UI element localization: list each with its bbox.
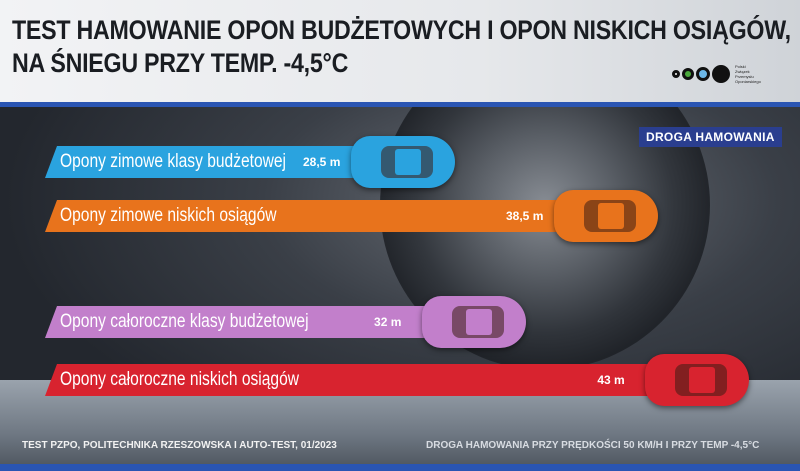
bar-label: Opony całoroczne klasy budżetowej [60,311,309,332]
car-icon [351,136,455,188]
value-label: 38,5 m [506,209,544,223]
logo-circle [672,70,680,78]
divider [0,102,800,107]
bar-label: Opony zimowe klasy budżetowej [60,151,287,172]
conditions-note: DROGA HAMOWANIA PRZY PRĘDKOŚCI 50 KM/H I… [426,440,760,451]
title-line-1: TEST HAMOWANIE OPON BUDŻETOWYCH I OPON N… [12,15,791,45]
chart-title: TEST HAMOWANIE OPON BUDŻETOWYCH I OPON N… [12,14,791,80]
legend-label: DROGA HAMOWANIA [639,127,782,147]
car-icon [645,354,750,406]
value-label: 28,5 m [303,155,341,169]
logo-text: Polski Związek Przemysłu Oponiarskiego [735,64,761,84]
pzpo-logo: Polski Związek Przemysłu Oponiarskiego [672,64,761,84]
bar [45,306,477,338]
car-icon [422,296,527,348]
logo-circle [696,67,710,81]
title-line-2: NA ŚNIEGU PRZY TEMP. -4,5°C [12,48,349,78]
bar [45,146,405,178]
bar-label: Opony całoroczne niskich osiągów [60,369,300,390]
source-note: TEST PZPO, POLITECHNIKA RZESZOWSKA I AUT… [22,440,337,451]
car-icon [554,190,658,242]
value-label: 32 m [374,315,402,329]
value-label: 43 m [597,373,625,387]
logo-circle [712,65,730,83]
logo-circle [682,68,694,80]
header [0,0,800,102]
bottom-strip [0,464,800,471]
bar-label: Opony zimowe niskich osiągów [60,205,277,226]
bar [45,200,608,232]
bar [45,364,700,396]
